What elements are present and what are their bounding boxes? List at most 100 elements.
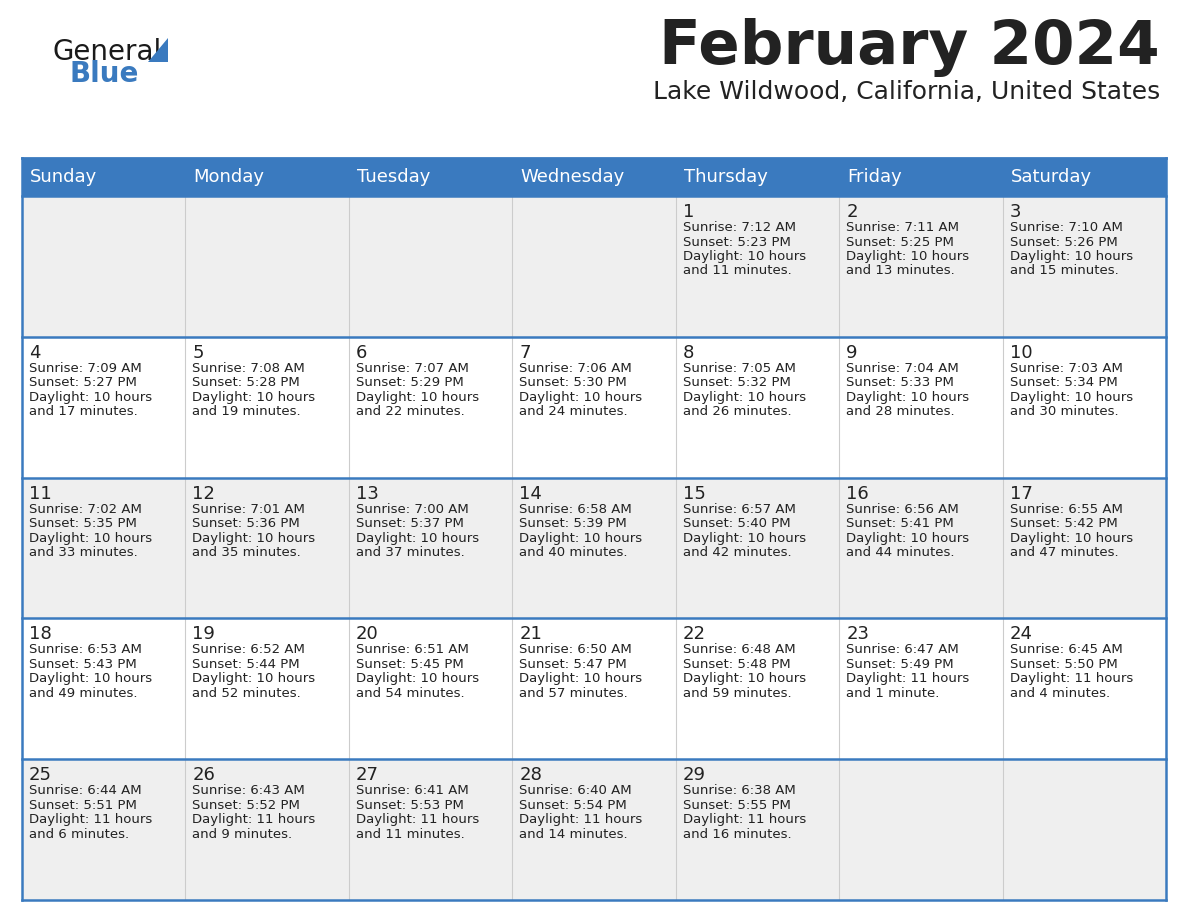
- Text: Sunrise: 7:01 AM: Sunrise: 7:01 AM: [192, 502, 305, 516]
- Text: Daylight: 10 hours: Daylight: 10 hours: [29, 391, 152, 404]
- Text: 9: 9: [846, 344, 858, 362]
- Text: 6: 6: [356, 344, 367, 362]
- Bar: [839, 158, 1003, 196]
- Text: Sunrise: 6:53 AM: Sunrise: 6:53 AM: [29, 644, 141, 656]
- Bar: [185, 158, 349, 196]
- Text: and 49 minutes.: and 49 minutes.: [29, 687, 138, 700]
- Text: Daylight: 10 hours: Daylight: 10 hours: [846, 532, 969, 544]
- Text: Thursday: Thursday: [684, 168, 767, 186]
- Text: and 6 minutes.: and 6 minutes.: [29, 828, 129, 841]
- Text: Sunrise: 6:57 AM: Sunrise: 6:57 AM: [683, 502, 796, 516]
- Text: and 47 minutes.: and 47 minutes.: [1010, 546, 1118, 559]
- Text: 23: 23: [846, 625, 870, 644]
- Text: Lake Wildwood, California, United States: Lake Wildwood, California, United States: [652, 80, 1159, 104]
- Text: Sunrise: 6:38 AM: Sunrise: 6:38 AM: [683, 784, 796, 797]
- Bar: [349, 158, 512, 196]
- Text: 20: 20: [356, 625, 379, 644]
- Text: Sunset: 5:55 PM: Sunset: 5:55 PM: [683, 799, 790, 812]
- Text: and 30 minutes.: and 30 minutes.: [1010, 406, 1118, 419]
- Text: and 15 minutes.: and 15 minutes.: [1010, 264, 1118, 277]
- Text: Sunrise: 7:10 AM: Sunrise: 7:10 AM: [1010, 221, 1123, 234]
- Bar: [1003, 158, 1165, 196]
- Text: Sunday: Sunday: [30, 168, 97, 186]
- Text: Daylight: 10 hours: Daylight: 10 hours: [192, 391, 316, 404]
- Text: Sunrise: 7:08 AM: Sunrise: 7:08 AM: [192, 362, 305, 375]
- Text: Sunrise: 6:55 AM: Sunrise: 6:55 AM: [1010, 502, 1123, 516]
- Text: Sunset: 5:48 PM: Sunset: 5:48 PM: [683, 658, 790, 671]
- Bar: [23, 759, 1165, 900]
- Text: 2: 2: [846, 203, 858, 221]
- Text: Sunrise: 6:47 AM: Sunrise: 6:47 AM: [846, 644, 959, 656]
- Text: 21: 21: [519, 625, 542, 644]
- Text: Sunset: 5:25 PM: Sunset: 5:25 PM: [846, 236, 954, 249]
- Text: Sunset: 5:51 PM: Sunset: 5:51 PM: [29, 799, 137, 812]
- Text: Sunset: 5:40 PM: Sunset: 5:40 PM: [683, 517, 790, 530]
- Text: Sunset: 5:29 PM: Sunset: 5:29 PM: [356, 376, 463, 389]
- Text: Daylight: 11 hours: Daylight: 11 hours: [683, 813, 805, 826]
- Bar: [23, 337, 1165, 477]
- Text: and 35 minutes.: and 35 minutes.: [192, 546, 302, 559]
- Text: Tuesday: Tuesday: [356, 168, 430, 186]
- Text: and 57 minutes.: and 57 minutes.: [519, 687, 628, 700]
- Text: Sunrise: 7:06 AM: Sunrise: 7:06 AM: [519, 362, 632, 375]
- Text: Sunrise: 6:51 AM: Sunrise: 6:51 AM: [356, 644, 469, 656]
- Text: Sunrise: 6:48 AM: Sunrise: 6:48 AM: [683, 644, 795, 656]
- Text: and 1 minute.: and 1 minute.: [846, 687, 940, 700]
- Text: and 42 minutes.: and 42 minutes.: [683, 546, 791, 559]
- Text: Sunset: 5:32 PM: Sunset: 5:32 PM: [683, 376, 790, 389]
- Bar: [676, 158, 839, 196]
- Text: Sunset: 5:26 PM: Sunset: 5:26 PM: [1010, 236, 1118, 249]
- Text: 22: 22: [683, 625, 706, 644]
- Text: Sunset: 5:34 PM: Sunset: 5:34 PM: [1010, 376, 1118, 389]
- Text: Sunrise: 6:58 AM: Sunrise: 6:58 AM: [519, 502, 632, 516]
- Text: 17: 17: [1010, 485, 1032, 502]
- Text: Daylight: 11 hours: Daylight: 11 hours: [519, 813, 643, 826]
- Text: 26: 26: [192, 767, 215, 784]
- Text: General: General: [52, 38, 162, 66]
- Text: Blue: Blue: [70, 60, 139, 88]
- Text: Sunset: 5:41 PM: Sunset: 5:41 PM: [846, 517, 954, 530]
- Text: Daylight: 10 hours: Daylight: 10 hours: [683, 532, 805, 544]
- Text: 14: 14: [519, 485, 542, 502]
- Text: 28: 28: [519, 767, 542, 784]
- Text: Daylight: 11 hours: Daylight: 11 hours: [356, 813, 479, 826]
- Text: 4: 4: [29, 344, 40, 362]
- Text: Daylight: 10 hours: Daylight: 10 hours: [519, 391, 643, 404]
- Text: Sunset: 5:53 PM: Sunset: 5:53 PM: [356, 799, 463, 812]
- Text: and 52 minutes.: and 52 minutes.: [192, 687, 302, 700]
- Bar: [23, 158, 185, 196]
- Text: Sunset: 5:27 PM: Sunset: 5:27 PM: [29, 376, 137, 389]
- Text: Monday: Monday: [194, 168, 265, 186]
- Text: and 11 minutes.: and 11 minutes.: [683, 264, 791, 277]
- Text: Sunrise: 7:12 AM: Sunrise: 7:12 AM: [683, 221, 796, 234]
- Text: Sunrise: 7:03 AM: Sunrise: 7:03 AM: [1010, 362, 1123, 375]
- Text: and 33 minutes.: and 33 minutes.: [29, 546, 138, 559]
- Text: Daylight: 11 hours: Daylight: 11 hours: [1010, 672, 1133, 686]
- Text: 19: 19: [192, 625, 215, 644]
- Text: 16: 16: [846, 485, 868, 502]
- Text: and 9 minutes.: and 9 minutes.: [192, 828, 292, 841]
- Text: 12: 12: [192, 485, 215, 502]
- Text: Sunrise: 6:50 AM: Sunrise: 6:50 AM: [519, 644, 632, 656]
- Text: and 4 minutes.: and 4 minutes.: [1010, 687, 1110, 700]
- Text: Sunset: 5:36 PM: Sunset: 5:36 PM: [192, 517, 301, 530]
- Text: Sunrise: 7:04 AM: Sunrise: 7:04 AM: [846, 362, 959, 375]
- Text: Sunset: 5:49 PM: Sunset: 5:49 PM: [846, 658, 954, 671]
- Text: Daylight: 10 hours: Daylight: 10 hours: [192, 532, 316, 544]
- Text: Daylight: 10 hours: Daylight: 10 hours: [519, 672, 643, 686]
- Text: Sunset: 5:43 PM: Sunset: 5:43 PM: [29, 658, 137, 671]
- Text: Daylight: 10 hours: Daylight: 10 hours: [683, 250, 805, 263]
- Text: Wednesday: Wednesday: [520, 168, 625, 186]
- Bar: [23, 196, 1165, 337]
- Text: and 13 minutes.: and 13 minutes.: [846, 264, 955, 277]
- Bar: [23, 477, 1165, 619]
- Text: Daylight: 11 hours: Daylight: 11 hours: [29, 813, 152, 826]
- Text: Sunset: 5:35 PM: Sunset: 5:35 PM: [29, 517, 137, 530]
- Text: 29: 29: [683, 767, 706, 784]
- Text: 13: 13: [356, 485, 379, 502]
- Text: 25: 25: [29, 767, 52, 784]
- Text: and 19 minutes.: and 19 minutes.: [192, 406, 301, 419]
- Text: and 37 minutes.: and 37 minutes.: [356, 546, 465, 559]
- Text: 15: 15: [683, 485, 706, 502]
- Text: Sunrise: 7:02 AM: Sunrise: 7:02 AM: [29, 502, 141, 516]
